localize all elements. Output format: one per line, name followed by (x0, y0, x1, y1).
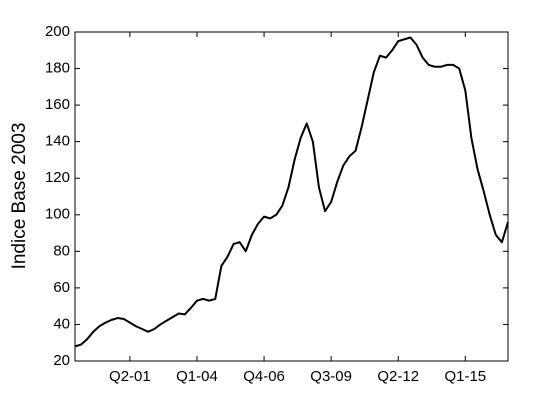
x-tick-label: Q2-01 (109, 368, 151, 385)
data-line (74, 36, 509, 348)
y-tick-label: 40 (53, 315, 70, 332)
y-tick-label: 140 (45, 133, 70, 150)
y-tick-label: 100 (45, 206, 70, 223)
y-tick-label: 80 (53, 242, 70, 259)
y-tick-label: 120 (45, 169, 70, 186)
axes-box (74, 31, 509, 362)
y-tick-label: 160 (45, 96, 70, 113)
y-tick-label: 60 (53, 279, 70, 296)
y-axis-label: Indice Base 2003 (9, 123, 30, 270)
y-tick-label: 200 (45, 23, 70, 40)
x-tick-label: Q2-12 (377, 368, 419, 385)
x-tick-label: Q4-06 (243, 368, 285, 385)
x-tick-label: Q1-15 (444, 368, 486, 385)
x-tick-label: Q3-09 (310, 368, 352, 385)
x-tick-label: Q1-04 (176, 368, 218, 385)
y-tick-label: 180 (45, 60, 70, 77)
y-tick-label: 20 (53, 352, 70, 369)
